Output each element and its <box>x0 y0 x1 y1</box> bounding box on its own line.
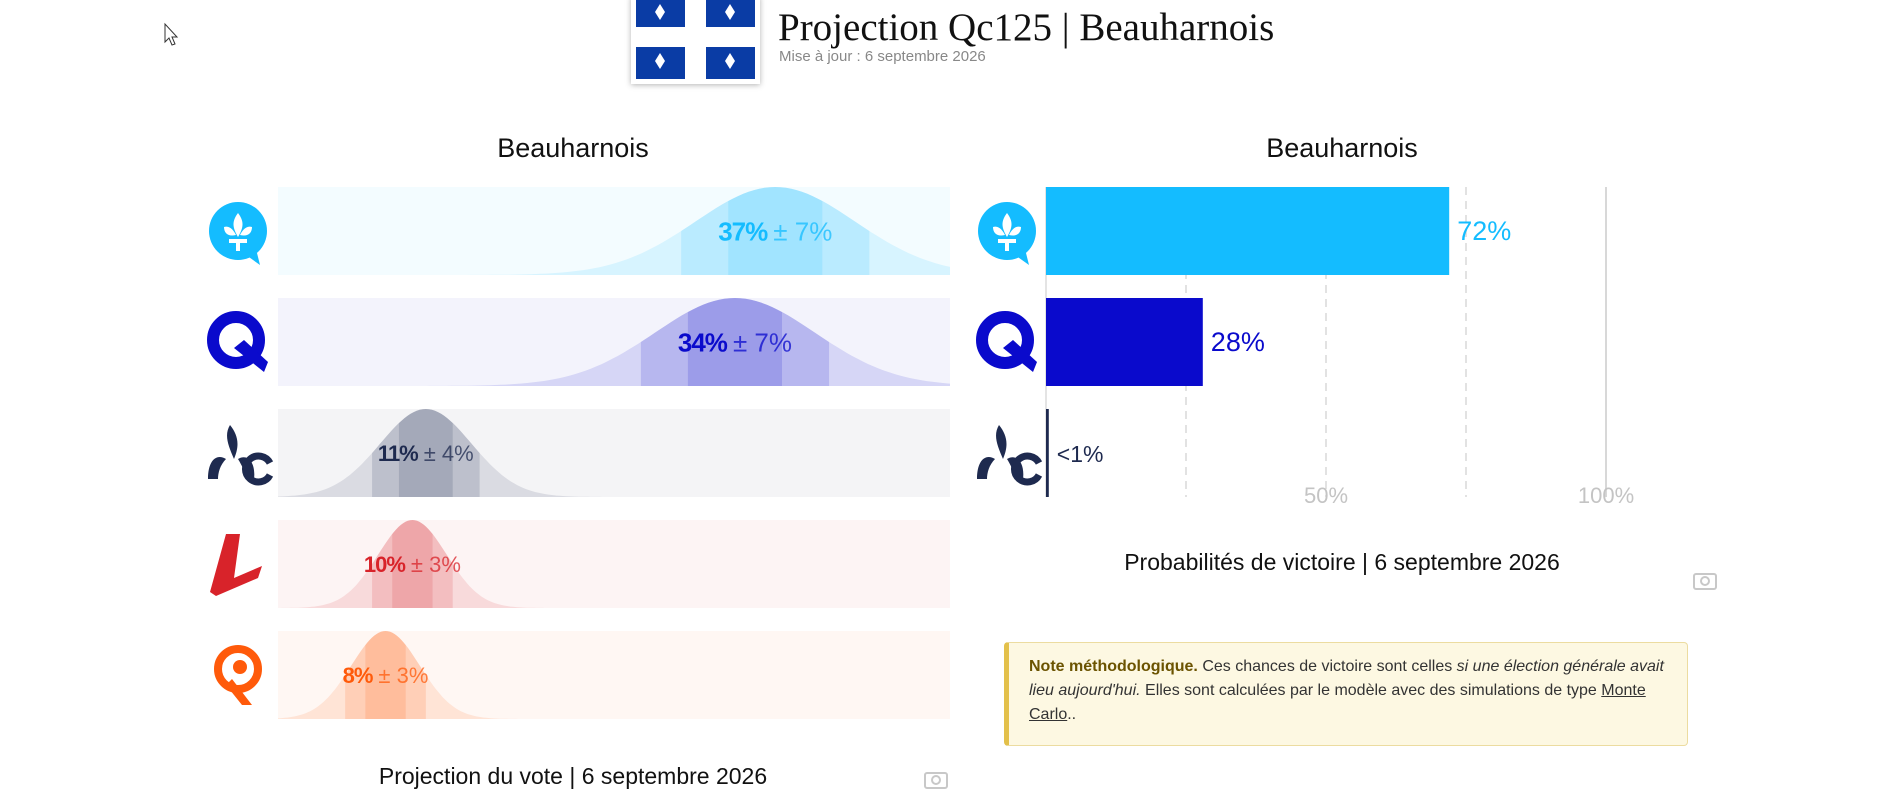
page-title: Projection Qc125 | Beauharnois <box>778 6 1274 49</box>
bell-curve <box>278 409 609 497</box>
chart-title: Beauharnois <box>497 133 649 163</box>
row-background <box>278 520 950 608</box>
value-label: 34% ± 7% <box>678 327 792 357</box>
bell-curve <box>278 520 550 608</box>
updated-date: Mise à jour : 6 septembre 2026 <box>779 48 986 65</box>
party-logo <box>209 202 267 265</box>
error-band-inner <box>687 298 782 386</box>
chart-footer: Projection du vote | 6 septembre 2026 <box>379 763 767 789</box>
party-logo <box>218 649 258 705</box>
note-title: Note méthodologique. <box>1029 658 1198 675</box>
bell-curve <box>455 187 950 275</box>
x-tick-label: 100% <box>1578 483 1634 508</box>
error-band-inner <box>398 409 453 497</box>
value-error: ± 7% <box>773 216 832 246</box>
value-label: 8% ± 3% <box>343 663 429 688</box>
bar <box>1046 187 1450 275</box>
value-error: ± 3% <box>378 663 428 688</box>
row-background <box>278 631 950 719</box>
error-band-inner <box>728 187 823 275</box>
value-main: 11% <box>378 441 418 466</box>
bar <box>1046 409 1049 497</box>
value-error: ± 4% <box>424 441 474 466</box>
note-text: .. <box>1067 706 1077 723</box>
value-label: 72% <box>1457 216 1511 246</box>
bell-curve <box>278 631 523 719</box>
value-label: <1% <box>1057 441 1104 467</box>
value-main: 10% <box>364 552 405 577</box>
chart-footer: Probabilités de victoire | 6 septembre 2… <box>1124 549 1560 575</box>
cursor <box>164 22 179 46</box>
value-error: ± 7% <box>733 327 792 357</box>
value-main: 37% <box>718 216 768 246</box>
note-italic: si une élection générale avait lieu aujo… <box>1029 658 1664 699</box>
camera-icon[interactable] <box>924 772 948 789</box>
error-band-inner <box>365 631 406 719</box>
party-logo <box>210 534 262 596</box>
party-logo <box>982 317 1037 372</box>
row-background <box>278 409 950 497</box>
value-error: ± 3% <box>411 552 461 577</box>
note-text: Ces chances de victoire sont celles <box>1197 658 1457 675</box>
value-label: 10% ± 3% <box>364 552 461 577</box>
value-label: 37% ± 7% <box>718 216 832 246</box>
bar <box>1046 298 1203 386</box>
flag <box>631 0 760 84</box>
value-label: 28% <box>1211 327 1265 357</box>
note-text: Elles sont calculées par le modèle avec … <box>1140 682 1602 699</box>
x-tick-label: 50% <box>1304 483 1348 508</box>
camera-icon[interactable] <box>1693 573 1717 590</box>
party-logo <box>977 425 1039 482</box>
value-main: 8% <box>343 663 373 688</box>
chart-title: Beauharnois <box>1266 133 1418 163</box>
error-band-inner <box>392 520 433 608</box>
row-background <box>278 187 950 275</box>
value-main: 34% <box>678 327 728 357</box>
party-logo <box>978 202 1036 265</box>
bell-curve <box>415 298 950 386</box>
note-link[interactable]: Monte Carlo <box>1029 682 1646 723</box>
row-background <box>278 298 950 386</box>
value-label: 11% ± 4% <box>378 441 474 466</box>
party-logo <box>213 317 268 372</box>
method-note: Note méthodologique. Ces chances de vict… <box>1004 642 1688 746</box>
party-logo <box>208 425 270 482</box>
